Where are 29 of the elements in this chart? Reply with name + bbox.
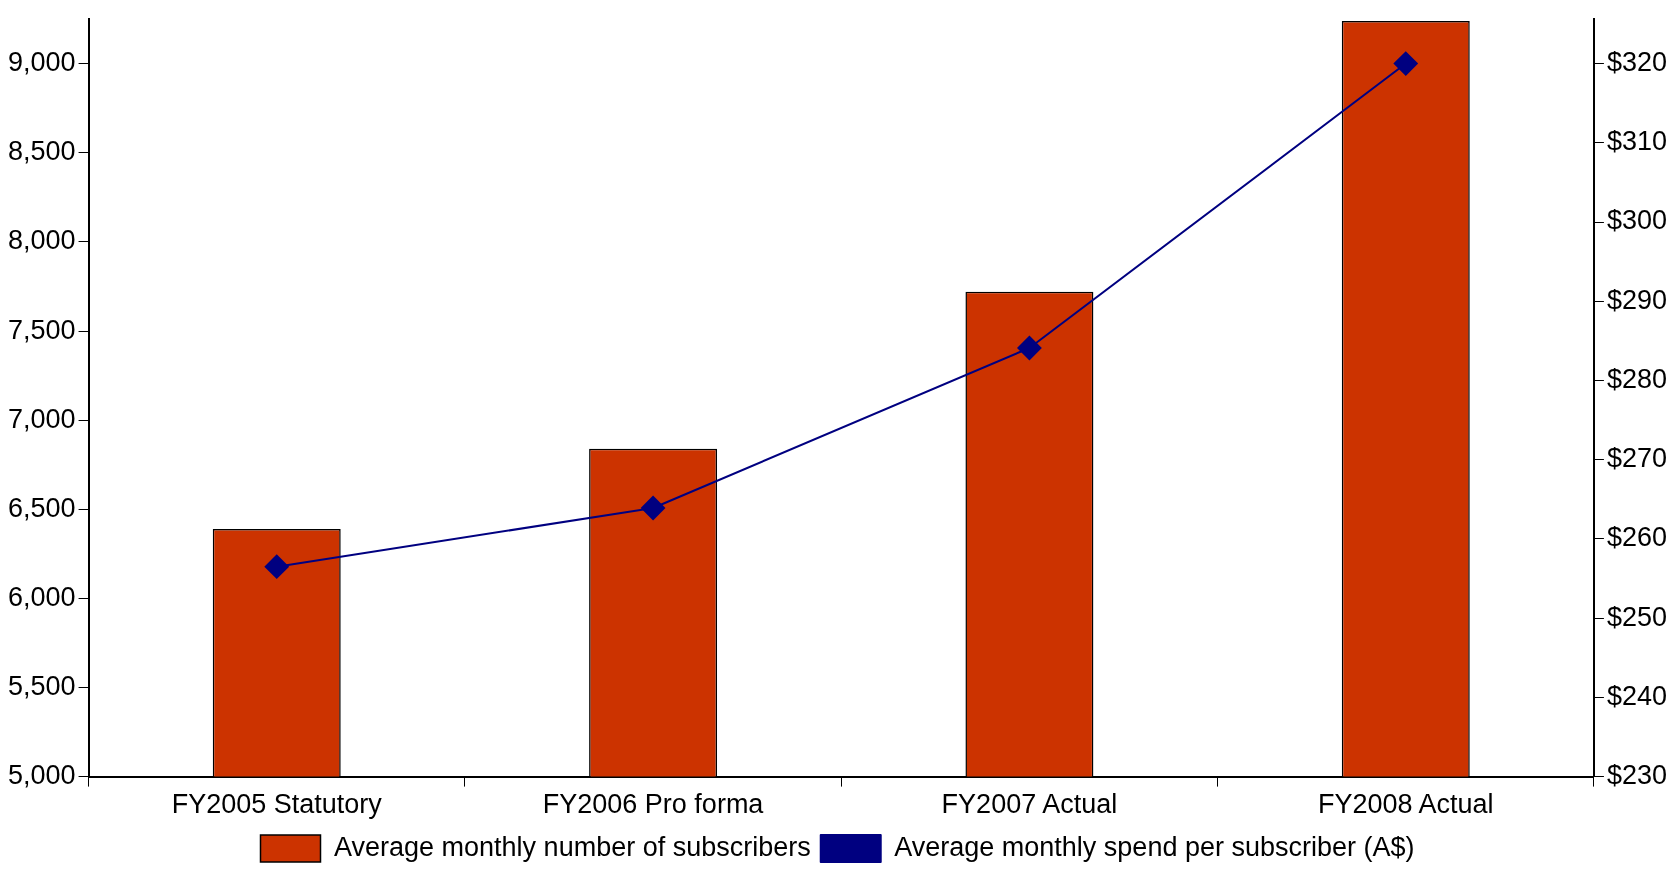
y-tick-label: 7,000	[7, 403, 76, 434]
y-tick-label: 5,500	[7, 670, 76, 701]
y-tick-label: 6,000	[7, 581, 76, 612]
y2-tick-label: $240	[1606, 680, 1668, 711]
y2-tick-label: $280	[1606, 363, 1668, 394]
x-tick-label: FY2007 Actual	[941, 789, 1118, 820]
y2-tick-label: $250	[1606, 601, 1668, 632]
y-tick-label: 8,500	[7, 136, 76, 167]
y-tick-label: 9,000	[7, 47, 76, 78]
legend-label: Average monthly number of subscribers	[334, 831, 811, 862]
point	[641, 496, 666, 521]
point	[1017, 335, 1042, 360]
legend-label: Average monthly spend per subscriber (A$)	[894, 831, 1415, 862]
point	[1393, 51, 1418, 76]
y-tick-label: 8,000	[7, 225, 76, 256]
point	[264, 554, 289, 579]
x-tick-label: FY2005 Statutory	[171, 789, 383, 820]
y2-tick-label: $260	[1606, 522, 1668, 553]
y-tick-label: 6,500	[7, 492, 76, 523]
y-tick-label: 7,500	[7, 314, 76, 345]
x-tick-label: FY2008 Actual	[1317, 789, 1494, 820]
y2-tick-label: $300	[1606, 205, 1668, 236]
x-tick-label: FY2006 Pro forma	[542, 789, 765, 820]
y-tick-label: 5,000	[7, 760, 76, 791]
y2-tick-label: $310	[1606, 126, 1668, 157]
y2-tick-label: $270	[1606, 443, 1668, 474]
y2-tick-label: $290	[1606, 284, 1668, 315]
y2-tick-label: $230	[1606, 760, 1668, 791]
y2-tick-label: $320	[1606, 47, 1668, 78]
